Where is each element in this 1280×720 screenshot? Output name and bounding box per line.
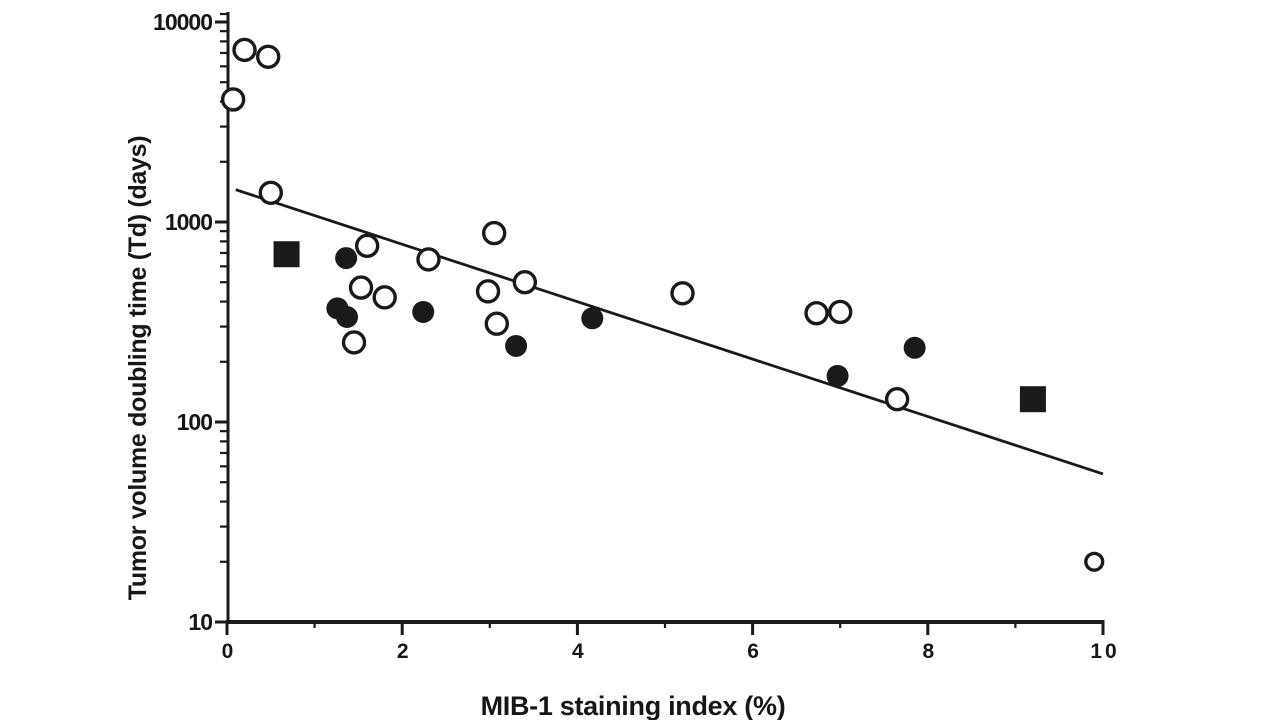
data-point-filled-circle <box>412 300 435 323</box>
y-tick-label: 100 <box>177 409 213 435</box>
data-point-open-circle <box>475 279 501 304</box>
data-point-open-circle <box>670 281 695 306</box>
data-point-filled-circle <box>335 247 358 270</box>
data-points-layer <box>220 37 1105 572</box>
regression-line <box>235 188 1104 476</box>
x-tick-label: 8 <box>922 640 937 663</box>
y-tick-label: 10000 <box>153 9 212 35</box>
data-point-open-circle <box>372 285 397 310</box>
x-tick-label: 10 <box>1090 640 1119 663</box>
data-point-open-circle <box>484 311 510 336</box>
data-point-filled-circle <box>903 336 926 359</box>
data-point-open-circle <box>348 275 374 300</box>
data-point-open-circle <box>354 233 380 259</box>
y-tick-label: 10 <box>188 609 212 635</box>
y-tick-label: 1000 <box>165 209 212 235</box>
data-point-filled-circle <box>336 305 359 328</box>
data-point-open-circle <box>416 247 441 272</box>
x-tick-label: 4 <box>572 640 587 663</box>
data-point-open-circle <box>1084 551 1105 572</box>
data-point-open-circle <box>232 37 257 63</box>
data-point-filled-square <box>1019 386 1046 413</box>
data-point-open-circle <box>341 330 367 355</box>
x-tick-label: 0 <box>222 640 237 663</box>
data-point-filled-circle <box>505 334 528 357</box>
x-tick-label: 6 <box>747 640 762 663</box>
x-tick-label: 2 <box>397 640 412 663</box>
data-point-open-circle <box>828 299 853 325</box>
data-point-open-circle <box>220 87 246 112</box>
trend-line-layer <box>235 188 1104 476</box>
data-point-filled-circle <box>826 364 849 387</box>
data-point-open-circle <box>258 180 283 205</box>
data-point-open-circle <box>512 270 538 295</box>
data-point-open-circle <box>804 300 829 326</box>
data-point-open-circle <box>884 387 910 412</box>
y-axis-title: Tumor volume doubling time (Td) (days) <box>124 136 152 601</box>
data-point-open-circle <box>481 220 507 246</box>
data-point-filled-square <box>273 241 300 268</box>
x-axis-title: MIB-1 staining index (%) <box>481 691 786 720</box>
data-point-open-circle <box>255 44 281 69</box>
axes-layer: 10 100 1000 10000 0 2 4 6 8 10 <box>153 9 1119 663</box>
data-point-filled-circle <box>581 307 604 330</box>
